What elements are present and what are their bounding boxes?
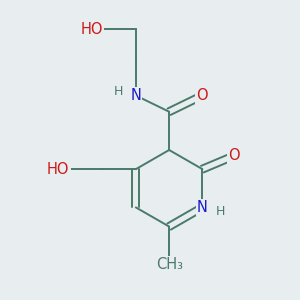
Text: H: H xyxy=(113,85,123,98)
Text: N: N xyxy=(197,200,208,215)
Text: O: O xyxy=(196,88,208,103)
Text: HO: HO xyxy=(80,22,103,37)
Text: HO: HO xyxy=(47,162,70,177)
Text: N: N xyxy=(130,88,141,103)
Text: O: O xyxy=(228,148,240,164)
Text: CH₃: CH₃ xyxy=(156,257,183,272)
Text: H: H xyxy=(215,205,225,218)
